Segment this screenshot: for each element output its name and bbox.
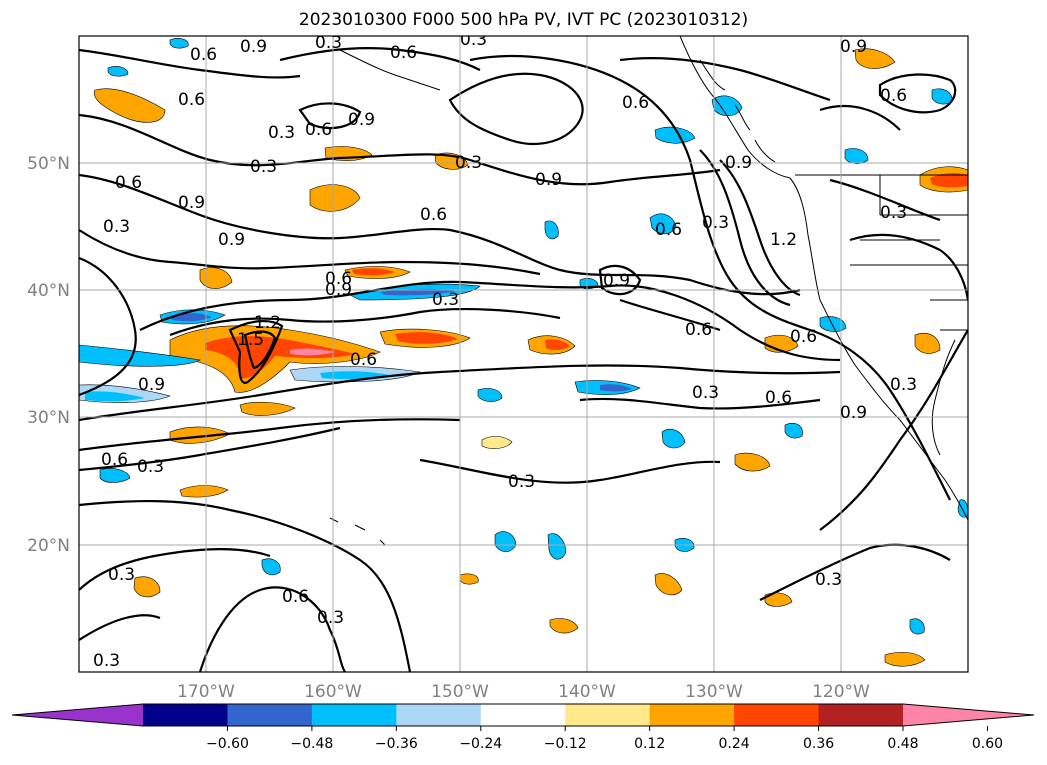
shaded-field [79,38,968,667]
lat-tick-labels: 50°N 40°N 30°N 20°N [27,154,70,556]
colorbar: −0.60 −0.48 −0.36 −0.24 −0.12 0.12 0.24 0.36 0.4… [11,703,1035,752]
contour-label: 0.3 [103,217,130,237]
contour-label: 0.9 [603,271,630,291]
lon-tick-labels: 170°W 160°W 150°W 140°W 130°W 120°W [177,682,870,702]
lat-tick-label: 20°N [27,536,70,556]
contour-label: 0.6 [282,587,309,607]
contour-label: 0.3 [890,375,917,395]
contour-label: 0.3 [137,457,164,477]
contour-label: 0.6 [178,90,205,110]
lat-tick-label: 30°N [27,408,70,428]
contour-label: 0.3 [460,30,487,50]
colorbar-bin [818,704,904,726]
contour-label: 0.3 [880,203,907,223]
contour-label: 0.6 [305,120,332,140]
contour-label: 0.3 [432,290,459,310]
lat-tick-label: 40°N [27,281,70,301]
colorbar-bin [649,704,735,726]
colorbar-bin [311,704,397,726]
lon-tick-label: 140°W [558,682,616,702]
contour-label: 0.9 [325,280,352,300]
contour-label: 0.6 [420,205,447,225]
contour-label: 0.6 [350,350,377,370]
colorbar-tick-label: −0.36 [375,736,418,752]
contour-lines [79,46,968,672]
colorbar-bin [565,704,651,726]
contour-label: 0.3 [268,123,295,143]
contour-label: 0.6 [325,269,352,289]
contour-label: 0.6 [390,43,417,63]
colorbar-bin [480,704,566,726]
contour-label: 0.9 [840,403,867,423]
contour-label: 0.3 [692,383,719,403]
colorbar-bin [396,704,482,726]
colorbar-extend-max [903,704,1034,726]
contour-label: 0.3 [93,651,120,671]
contour-label: 1.2 [254,313,281,333]
contour-label: 0.3 [455,153,482,173]
contour-label: 0.6 [765,388,792,408]
map-panel: 0.9 0.6 0.3 0.6 0.9 0.3 0.6 0.3 0.6 0.9 … [79,30,968,672]
contour-labels: 0.9 0.6 0.3 0.6 0.9 0.3 0.6 0.3 0.6 0.9 … [93,30,917,671]
colorbar-tick-label: 0.60 [972,736,1003,752]
contour-label: 1.5 [237,330,264,350]
contour-label: 0.3 [317,608,344,628]
colorbar-tick-label: −0.48 [290,736,333,752]
contour-label: 0.6 [190,45,217,65]
lon-tick-label: 130°W [685,682,743,702]
contour-label: 0.3 [815,570,842,590]
colorbar-tick-label: −0.60 [206,736,249,752]
colorbar-bin [734,704,820,726]
lon-tick-label: 160°W [304,682,362,702]
coastline [329,36,968,546]
contour-label: 0.3 [702,213,729,233]
lon-tick-label: 150°W [431,682,489,702]
contour-label: 0.3 [108,565,135,585]
lat-tick-label: 50°N [27,154,70,174]
colorbar-bin [227,704,313,726]
contour-label: 0.3 [250,157,277,177]
colorbar-tick-label: 0.48 [887,736,918,752]
contour-label: 0.9 [840,37,867,57]
contour-label: 0.6 [115,173,142,193]
colorbar-tick-label: −0.12 [544,736,587,752]
contour-label: 1.2 [770,230,797,250]
colorbar-outline [11,703,1035,727]
contour-label: 0.9 [218,230,245,250]
contour-label: 0.9 [138,375,165,395]
contour-label: 0.3 [508,472,535,492]
lon-tick-label: 120°W [812,682,870,702]
graticule [79,36,968,672]
colorbar-tick-label: 0.36 [803,736,834,752]
lon-tick-label: 170°W [177,682,235,702]
colorbar-bin [143,704,228,726]
contour-label: 0.6 [655,220,682,240]
colorbar-tick-label: 0.12 [634,736,665,752]
contour-label: 0.6 [880,86,907,106]
contour-label: 0.6 [685,320,712,340]
contour-label: 0.6 [622,93,649,113]
contour-label: 0.9 [178,193,205,213]
colorbar-tick-label: −0.24 [459,736,502,752]
contour-label: 0.9 [240,37,267,57]
contour-label: 0.9 [535,170,562,190]
contour-label: 0.3 [315,33,342,53]
contour-label: 0.6 [101,450,128,470]
colorbar-tick-label: 0.24 [719,736,750,752]
contour-label: 0.9 [725,153,752,173]
map-frame [78,35,969,673]
contour-label: 0.9 [348,110,375,130]
contour-label: 0.6 [790,327,817,347]
colorbar-extend-min [12,704,143,726]
map-title: 2023010300 F000 500 hPa PV, IVT PC (2023… [298,10,749,30]
